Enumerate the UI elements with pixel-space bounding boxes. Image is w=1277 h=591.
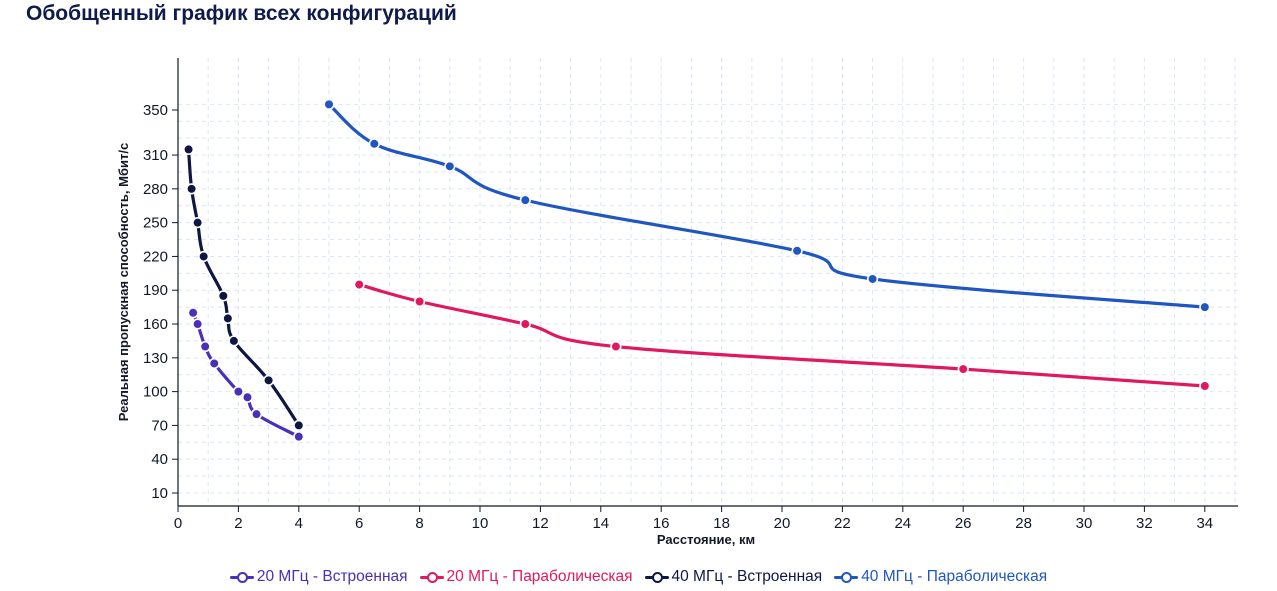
x-tick-label: 28	[1015, 515, 1032, 532]
x-axis-ticks: 0 2 4 6 8 10 12 14 16 18 20 22 24 26 28 30 32 34	[174, 506, 1213, 532]
legend-label: 40 МГц - Встроенная	[671, 568, 823, 585]
data-point[interactable]	[444, 160, 456, 172]
series-3	[182, 143, 305, 432]
axes	[177, 58, 1238, 507]
x-tick-label: 8	[415, 515, 423, 532]
grid	[177, 58, 1238, 506]
y-tick-label: 310	[143, 147, 168, 164]
data-point[interactable]	[353, 279, 365, 291]
data-point[interactable]	[228, 335, 240, 347]
data-point[interactable]	[182, 143, 195, 156]
x-tick-label: 2	[234, 515, 242, 532]
x-tick-label: 4	[295, 515, 303, 532]
data-point[interactable]	[1199, 380, 1211, 392]
legend-item[interactable]: 20 МГц - Встроенная	[229, 568, 408, 586]
y-tick-label: 10	[151, 485, 168, 502]
legend-swatch	[644, 571, 669, 583]
data-point[interactable]	[1199, 301, 1211, 313]
data-point[interactable]	[185, 183, 198, 195]
data-point[interactable]	[791, 245, 803, 257]
data-point[interactable]	[957, 363, 969, 375]
chart-title: Обобщенный график всех конфигураций	[26, 2, 457, 25]
y-tick-label: 100	[143, 384, 168, 401]
data-point[interactable]	[250, 408, 263, 420]
y-tick-label: 220	[143, 248, 168, 265]
data-point[interactable]	[293, 419, 305, 432]
x-tick-label: 24	[894, 515, 911, 532]
data-point[interactable]	[519, 194, 531, 206]
data-point[interactable]	[866, 273, 879, 285]
legend-swatch	[834, 571, 859, 583]
data-point[interactable]	[323, 98, 335, 110]
legend-swatch	[419, 571, 444, 583]
data-point[interactable]	[192, 217, 204, 229]
series-line	[186, 147, 301, 428]
data-point[interactable]	[293, 431, 305, 443]
x-tick-label: 18	[713, 515, 730, 532]
x-tick-label: 14	[592, 515, 609, 532]
data-point[interactable]	[187, 307, 199, 319]
y-tick-label: 70	[151, 417, 168, 434]
y-tick-label: 350	[143, 102, 168, 119]
y-tick-label: 250	[143, 215, 168, 232]
y-axis-label: Реальная пропускная способность, Мбит/с	[116, 143, 131, 421]
legend-item[interactable]: 40 МГц - Встроенная	[644, 568, 823, 586]
x-tick-label: 0	[174, 515, 182, 532]
y-tick-label: 130	[143, 350, 168, 367]
data-point[interactable]	[368, 138, 380, 150]
data-point[interactable]	[232, 386, 244, 398]
series-group	[182, 98, 1211, 443]
x-tick-label: 30	[1076, 515, 1093, 532]
legend-label: 20 МГц - Встроенная	[256, 568, 408, 585]
series-2	[353, 279, 1211, 392]
data-point[interactable]	[198, 250, 210, 263]
x-tick-label: 26	[955, 515, 972, 532]
data-point[interactable]	[208, 357, 220, 370]
data-point[interactable]	[263, 374, 275, 386]
x-tick-label: 22	[834, 515, 851, 532]
y-axis-ticks: 10 40 70 100 130 160 190 220 250 280 310 350	[143, 102, 178, 502]
series-line	[327, 102, 1207, 309]
legend-label: 20 МГц - Параболическая	[446, 568, 633, 585]
y-tick-label: 40	[151, 451, 168, 468]
data-point[interactable]	[217, 290, 229, 302]
data-point[interactable]	[192, 318, 204, 330]
data-point[interactable]	[519, 318, 531, 330]
data-point[interactable]	[414, 295, 426, 308]
data-point[interactable]	[199, 340, 211, 353]
x-tick-label: 12	[532, 515, 549, 532]
legend-label: 40 МГц - Параболическая	[861, 568, 1048, 585]
x-tick-label: 20	[774, 515, 791, 532]
legend-item[interactable]: 20 МГц - Параболическая	[419, 568, 633, 586]
legend: 20 МГц - Встроенная 20 МГц - Параболическ…	[0, 568, 1277, 586]
legend-item[interactable]: 40 МГц - Параболическая	[834, 568, 1047, 586]
x-tick-label: 6	[355, 515, 363, 532]
data-point[interactable]	[241, 391, 254, 403]
y-tick-label: 160	[143, 316, 168, 333]
series-1	[187, 307, 305, 443]
legend-swatch	[229, 571, 254, 583]
data-point[interactable]	[222, 312, 234, 324]
x-axis-label: Расстояние, км	[657, 532, 755, 547]
y-tick-label: 190	[143, 282, 168, 299]
series-4	[323, 98, 1211, 313]
x-tick-label: 34	[1196, 515, 1213, 532]
x-tick-label: 16	[653, 515, 670, 532]
x-tick-label: 32	[1136, 515, 1153, 532]
y-tick-label: 280	[143, 181, 168, 198]
x-tick-label: 10	[472, 515, 489, 532]
data-point[interactable]	[610, 340, 622, 353]
